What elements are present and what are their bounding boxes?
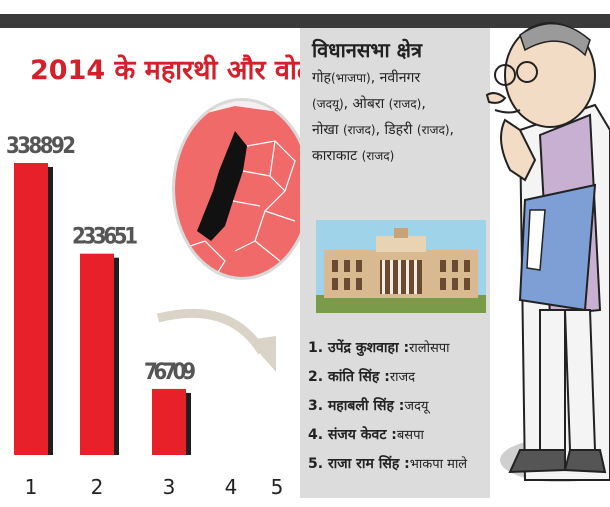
bar-3 <box>152 388 186 455</box>
candidate-item: 3. महाबली सिंह :जदयू <box>308 398 429 414</box>
candidate-number: 4. <box>308 427 324 443</box>
decorative-arrow-head <box>248 336 276 372</box>
candidate-party: रालोसपा <box>409 341 450 356</box>
constituency-line: नोखा (राजद), डिहरी (राजद), <box>312 122 454 138</box>
candidate-number: 1. <box>308 340 324 356</box>
politician-illustration <box>485 22 610 482</box>
constituency-party: राजद <box>393 97 417 111</box>
assembly-building-image <box>316 220 486 313</box>
candidate-number: 5. <box>308 456 324 472</box>
candidate-number: 3. <box>308 398 324 414</box>
constituency-party: राजद <box>347 123 371 137</box>
candidate-item: 2. कांति सिंह :राजद <box>308 369 416 385</box>
bar-1 <box>14 163 48 455</box>
constituency-name: ओबरा <box>352 96 385 112</box>
chart-title: 2014 के महारथी और वोट <box>30 55 311 86</box>
candidate-item: 5. राजा राम सिंह :भाकपा माले <box>308 456 468 472</box>
x-tick-label: 1 <box>25 475 38 499</box>
panel-title: विधानसभा क्षेत्र <box>312 38 422 62</box>
x-tick-label: 5 <box>271 475 284 499</box>
decorative-arrow <box>156 308 266 355</box>
bar-chart: 338892 1 233651 2 76709 3 4 5 <box>6 134 284 499</box>
constituency-line: गोह(भाजपा), नवीनगर <box>312 70 421 86</box>
candidate-item: 1. उपेंद्र कुशवाहा :रालोसपा <box>308 340 450 356</box>
candidate-name: संजय केवट <box>327 427 387 443</box>
x-tick-label: 2 <box>91 475 104 499</box>
constituency-panel: विधानसभा क्षेत्र गोह(भाजपा), नवीनगर (जदय… <box>300 28 490 498</box>
constituency-party: भाजपा <box>335 71 367 85</box>
constituency-line: (जदयू), ओबरा (राजद), <box>312 96 426 112</box>
candidate-party: जदयू <box>404 399 429 414</box>
top-banner-bar <box>0 14 610 28</box>
bar-value-label: 76709 <box>144 360 196 385</box>
constituency-name: गोह <box>312 70 331 86</box>
constituency-party: राजद <box>366 149 390 163</box>
candidate-party: बसपा <box>396 428 424 443</box>
constituency-line: काराकाट (राजद) <box>312 148 395 164</box>
bar-value-label: 233651 <box>72 225 138 250</box>
candidate-name: महाबली सिंह <box>327 398 394 414</box>
bar-2 <box>80 253 114 455</box>
constituency-name: काराकाट <box>312 148 358 164</box>
constituency-name: डिहरी <box>384 122 413 138</box>
constituency-party: जदयू <box>316 97 339 111</box>
x-tick-label: 3 <box>163 475 176 499</box>
candidate-number: 2. <box>308 369 324 385</box>
candidate-name: राजा राम सिंह <box>327 456 400 472</box>
constituency-name: नवीनगर <box>379 70 421 86</box>
constituency-party: राजद <box>421 123 445 137</box>
candidate-item: 4. संजय केवट :बसपा <box>308 427 424 443</box>
candidate-name: उपेंद्र कुशवाहा <box>327 340 399 356</box>
map-shape <box>175 106 309 277</box>
candidate-name: कांति सिंह <box>327 369 380 385</box>
constituency-name: नोखा <box>312 122 339 138</box>
candidate-party: भाकपा माले <box>409 457 468 472</box>
bar-value-label: 338892 <box>6 134 76 159</box>
candidate-party: राजद <box>389 370 416 385</box>
x-tick-label: 4 <box>225 475 238 499</box>
